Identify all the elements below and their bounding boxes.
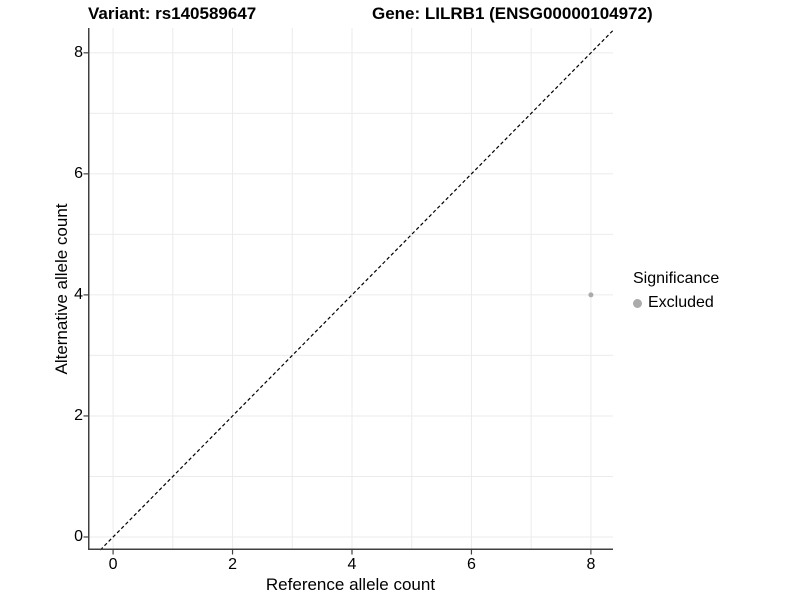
identity-dashed-line bbox=[99, 29, 614, 551]
x-tick-label: 0 bbox=[108, 556, 118, 573]
plot-panel bbox=[83, 28, 614, 555]
y-tick-label: 2 bbox=[74, 406, 83, 424]
y-tick-label: 8 bbox=[74, 43, 83, 61]
legend-title: Significance bbox=[633, 270, 720, 287]
plot-title-variant: Variant: rs140589647 bbox=[88, 4, 257, 23]
y-axis-title: Alternative allele count bbox=[52, 203, 71, 375]
plot-title-gene: Gene: LILRB1 (ENSG00000104972) bbox=[372, 4, 653, 23]
x-tick-label: 2 bbox=[228, 556, 237, 573]
data-point bbox=[588, 292, 594, 298]
x-tick-label: 4 bbox=[347, 556, 357, 573]
y-tick-label: 0 bbox=[74, 527, 83, 545]
legend-item: Excluded bbox=[633, 294, 719, 312]
x-tick-label: 8 bbox=[586, 556, 596, 573]
legend-item-label: Excluded bbox=[648, 294, 714, 311]
x-tick-label: 6 bbox=[466, 556, 476, 573]
chart-canvas bbox=[83, 28, 614, 555]
x-axis-title: Reference allele count bbox=[265, 575, 436, 594]
legend-key-dot-icon bbox=[633, 298, 642, 308]
legend-items: Excluded bbox=[633, 294, 719, 312]
y-tick-label: 6 bbox=[74, 164, 83, 182]
legend: Significance Excluded bbox=[633, 270, 719, 312]
y-tick-label: 4 bbox=[74, 285, 83, 303]
